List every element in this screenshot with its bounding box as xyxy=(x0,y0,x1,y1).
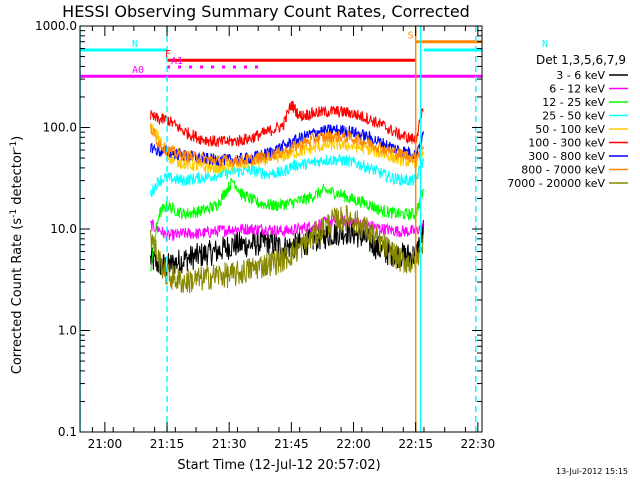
series-line xyxy=(150,204,424,294)
flag-label: S xyxy=(408,31,414,42)
series-line xyxy=(150,219,424,277)
x-tick-label: 21:00 xyxy=(88,437,123,451)
x-tick-label: 21:30 xyxy=(212,437,247,451)
y-axis: 0.1 1.0 10.0 100.0 1000.0 xyxy=(35,19,482,439)
y-tick-label: 100.0 xyxy=(43,121,77,135)
x-tick-label: 22:30 xyxy=(461,437,496,451)
legend-label: 50 - 100 keV xyxy=(535,123,605,136)
chart-title: HESSI Observing Summary Count Rates, Cor… xyxy=(62,2,470,21)
legend-label: 7000 - 20000 keV xyxy=(507,177,605,190)
series-line xyxy=(150,177,424,272)
x-tick-label: 22:15 xyxy=(398,437,433,451)
flag-label: N xyxy=(542,39,548,50)
x-axis-label: Start Time (12-Jul-12 20:57:02) xyxy=(177,458,380,473)
flag-label: A1 xyxy=(171,56,183,67)
series-line xyxy=(150,124,424,166)
legend-label: 100 - 300 keV xyxy=(528,137,605,150)
y-tick-label: 0.1 xyxy=(58,425,77,439)
timestamp: 13-Jul-2012 15:15 xyxy=(556,467,628,476)
legend-label: 3 - 6 keV xyxy=(556,69,605,82)
y-tick-label: 10.0 xyxy=(50,222,77,236)
series-line xyxy=(150,123,424,169)
series-line xyxy=(150,214,424,242)
y-tick-label: 1000.0 xyxy=(35,19,77,33)
series-line xyxy=(150,153,424,198)
legend-title: Det 1,3,5,6,7,9 xyxy=(536,53,626,67)
legend-label: 6 - 12 keV xyxy=(549,83,605,96)
legend-label: 300 - 800 keV xyxy=(528,150,605,163)
x-tick-label: 22:00 xyxy=(336,437,371,451)
y-tick-label: 1.0 xyxy=(58,324,77,338)
y-axis-label: Corrected Count Rate (s-1 detector-1) xyxy=(9,136,25,374)
legend-label: 25 - 50 keV xyxy=(542,110,605,123)
legend-label: 12 - 25 keV xyxy=(542,96,605,109)
x-axis: 21:00 21:15 21:30 21:45 22:00 22:15 22:30 xyxy=(88,26,496,451)
x-tick-label: 21:45 xyxy=(274,437,309,451)
flag-label: F xyxy=(165,49,171,60)
legend-label: 800 - 7000 keV xyxy=(521,164,605,177)
plot-area: N N F S A0 A1 xyxy=(79,25,548,433)
x-tick-label: 21:15 xyxy=(150,437,185,451)
flag-label: N xyxy=(132,39,138,50)
series-line xyxy=(150,101,424,148)
flag-label: A0 xyxy=(132,65,144,76)
